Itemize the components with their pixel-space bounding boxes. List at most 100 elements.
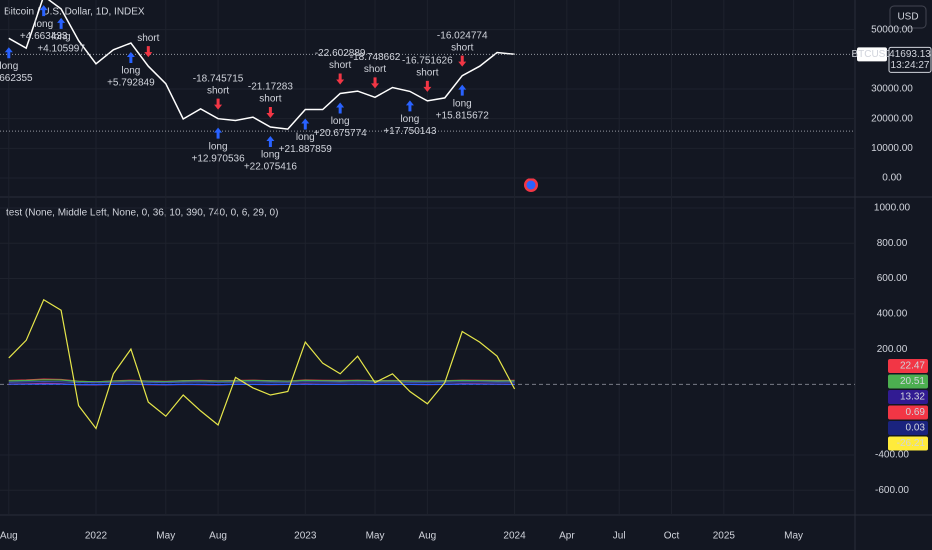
signal-value: +21.887859 <box>279 144 333 155</box>
signal-arrow <box>57 17 66 29</box>
x-tick-label: 2023 <box>294 531 317 542</box>
x-tick-label: May <box>366 531 385 542</box>
signal-value: -21.17283 <box>248 82 293 93</box>
series-line <box>8 379 515 383</box>
price-badge <box>888 46 932 73</box>
signal-kind: long <box>296 132 315 143</box>
value-badge <box>888 374 928 389</box>
signal-value: +4.105997 <box>37 44 85 55</box>
signal-kind: long <box>121 66 140 77</box>
value-badge <box>888 405 928 420</box>
x-tick-label: Apr <box>559 531 575 542</box>
currency-button[interactable] <box>889 5 927 29</box>
signal-arrow <box>266 106 275 118</box>
signal-value: +5.792849 <box>107 78 155 89</box>
symbol-badge-label: BTCUSD <box>851 49 892 60</box>
signal-kind: long <box>52 32 71 43</box>
signal-arrow <box>301 118 310 130</box>
value-badge <box>888 359 928 373</box>
signal-arrow <box>405 100 414 112</box>
value-badge <box>888 421 928 435</box>
signal-value: +22.075416 <box>244 162 298 173</box>
x-tick-label: 2022 <box>85 531 108 542</box>
y-tick-label: 50000.00 <box>871 24 913 35</box>
signal-kind: long <box>400 114 419 125</box>
y-tick-label: 1000.00 <box>874 203 911 214</box>
signal-kind: short <box>207 85 229 96</box>
value-badge-label: 0.69 <box>906 407 926 418</box>
signal-value: +17.750143 <box>383 126 437 137</box>
signal-kind: short <box>416 68 438 79</box>
x-tick-label: May <box>156 531 175 542</box>
signal-kind: short <box>451 42 473 53</box>
signal-kind: short <box>137 33 159 44</box>
signal-arrow <box>336 73 345 85</box>
x-tick-label: Oct <box>664 531 680 542</box>
signal-value: +12.970536 <box>192 153 246 164</box>
value-badge-label: 13.32 <box>900 392 925 403</box>
value-badge-label: 20.51 <box>900 376 925 387</box>
x-tick-label: 2024 <box>503 531 526 542</box>
x-tick-label: Aug <box>209 531 227 542</box>
signal-value: -22.602889 <box>315 48 366 59</box>
signal-kind: long <box>331 116 350 127</box>
signal-kind: long <box>453 98 472 109</box>
signal-arrow <box>214 127 223 139</box>
signal-kind: long <box>209 141 228 152</box>
y-tick-label: 10000.00 <box>871 143 913 154</box>
y-tick-label: -600.00 <box>875 485 909 496</box>
signal-arrow <box>144 46 153 58</box>
signal-arrow <box>458 55 467 67</box>
series-line <box>8 383 515 386</box>
y-tick-label: -400.00 <box>875 450 909 461</box>
signal-value: -18.748662 <box>350 52 401 63</box>
signal-arrow <box>458 84 467 96</box>
signal-value: -16.751626 <box>402 56 453 67</box>
signal-value: -16.024774 <box>437 30 488 41</box>
countdown-label: 13:24:27 <box>891 60 930 71</box>
series-line <box>8 298 516 430</box>
signal-value: +4.663433 <box>20 31 68 42</box>
y-tick-label: 200.00 <box>877 344 908 355</box>
signal-value: +20.675774 <box>314 128 368 139</box>
event-flag-inner <box>526 180 536 190</box>
price-badge-label: 41693.13 <box>889 49 931 60</box>
y-tick-label: 20000.00 <box>871 113 913 124</box>
signal-arrow <box>371 77 380 89</box>
signal-kind: long <box>34 19 53 30</box>
signal-kind: short <box>364 64 386 75</box>
value-badge <box>888 436 928 451</box>
y-tick-label: 400.00 <box>877 308 908 319</box>
signal-arrow <box>423 80 432 92</box>
currency-label[interactable]: USD <box>897 12 918 23</box>
x-tick-label: May <box>784 531 803 542</box>
x-tick-label: 2025 <box>713 531 736 542</box>
series-line <box>8 0 515 130</box>
symbol-badge <box>857 47 887 62</box>
x-tick-label: Aug <box>0 531 18 542</box>
signal-arrow <box>39 5 48 17</box>
value-badge-label: 22.47 <box>900 361 925 372</box>
value-badge-label: -26.21 <box>897 438 926 449</box>
y-tick-label: 600.00 <box>877 273 908 284</box>
signal-arrow <box>4 47 13 59</box>
indicator-title: test (None, Middle Left, None, 0, 36, 10… <box>6 208 278 219</box>
x-tick-label: Aug <box>418 531 436 542</box>
signal-value: +15.815672 <box>436 110 490 121</box>
signal-kind: long <box>0 61 18 72</box>
value-badge-label: 0.03 <box>906 423 926 434</box>
value-badge <box>888 390 928 404</box>
signal-arrow <box>336 102 345 114</box>
y-tick-label: 0.00 <box>882 173 902 184</box>
x-tick-label: Jul <box>613 531 626 542</box>
y-tick-label: 30000.00 <box>871 84 913 95</box>
signal-kind: short <box>329 60 351 71</box>
signal-arrow <box>214 98 223 110</box>
signal-arrow <box>266 135 275 147</box>
signal-kind: short <box>259 94 281 105</box>
y-tick-label: 800.00 <box>877 238 908 249</box>
series-line <box>8 380 515 384</box>
symbol-title: Bitcoin / U.S. Dollar, 1D, INDEX <box>4 7 145 18</box>
